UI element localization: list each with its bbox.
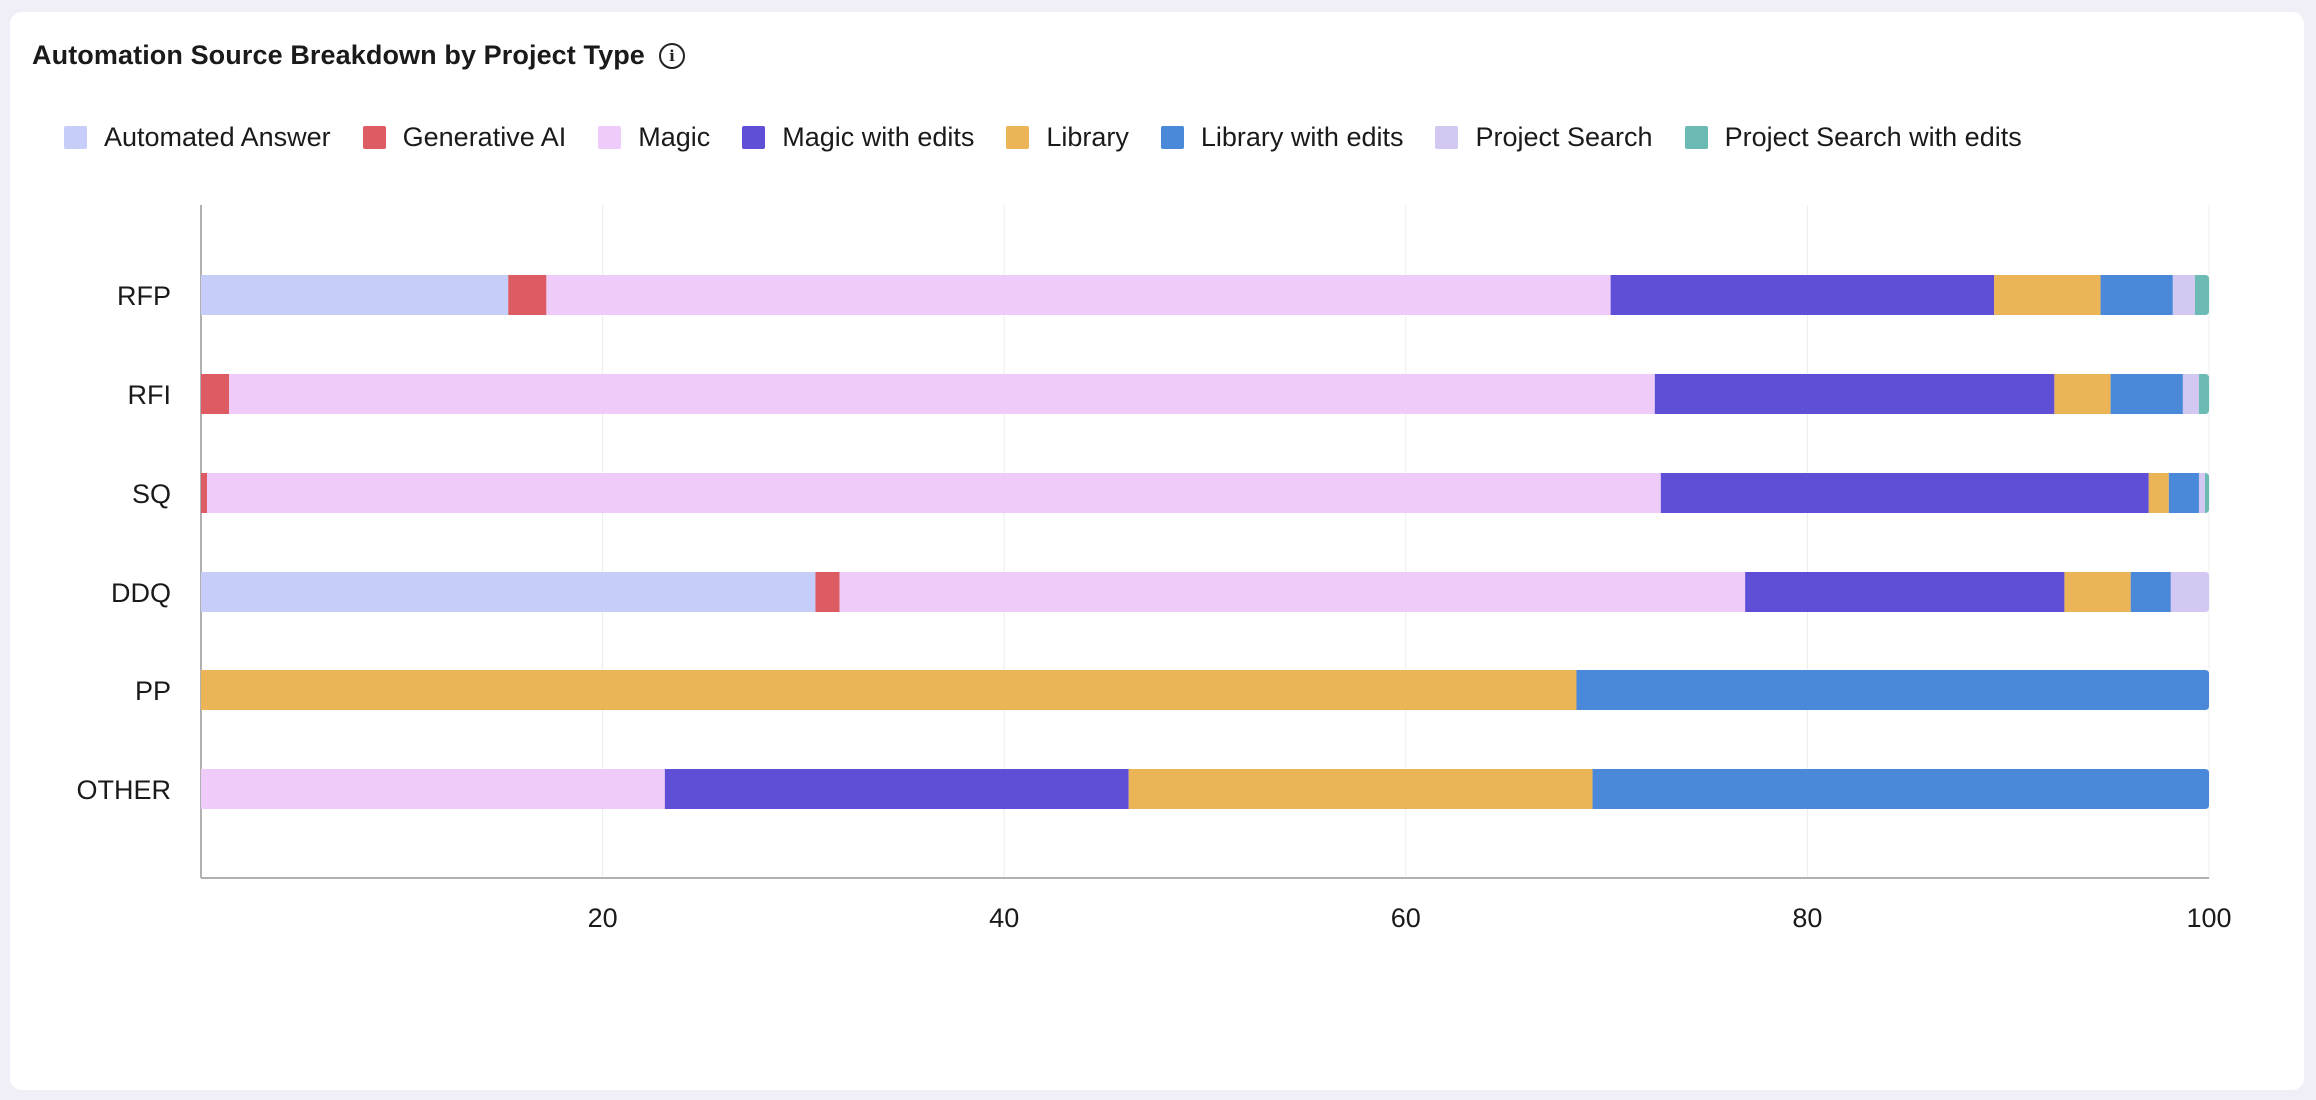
bar-segment [2182,374,2199,414]
bar-segment [207,473,1661,513]
legend-label: Project Search with edits [1724,122,2022,152]
chart-card [10,12,2304,1090]
legend-swatch [742,126,766,149]
bar-segment [2198,473,2205,513]
info-icon[interactable]: i [658,42,685,69]
legend-item[interactable]: Project Search with edits [1684,122,2022,153]
legend-swatch [64,126,87,149]
bar-segment [201,769,665,809]
bar-segment [1128,769,1593,809]
legend-label: Project Search [1475,122,1653,152]
bar-segment [2130,572,2171,612]
bar-segment [201,572,816,612]
bar-segment [201,275,509,315]
legend-label: Magic with edits [782,122,975,152]
x-tick-label: 100 [2186,903,2231,933]
x-tick-label: 60 [1391,903,1421,933]
bar-segment [546,275,1611,315]
bar-segment [1592,769,2209,809]
bar-segment [201,374,230,414]
bar-segment [201,473,208,513]
bar-segment [2198,374,2209,414]
bar-segment [2172,275,2195,315]
bar-segment [1654,374,2055,414]
legend-item[interactable]: Library [1006,122,1129,153]
chart-title: Automation Source Breakdown by Project T… [32,40,645,70]
legend-label: Magic [638,122,711,152]
bar-segment [815,572,840,612]
bar-segment [2110,374,2183,414]
bar-segment [508,275,547,315]
legend-label: Library [1046,122,1129,152]
legend-swatch [598,126,622,149]
bar-segment [2100,275,2173,315]
bar-segment [1994,275,2101,315]
bar-segment [201,670,1577,710]
legend-swatch [1684,126,1708,149]
bar-segment [2204,473,2209,513]
legend-swatch [1006,126,1030,149]
x-tick-label: 80 [1792,903,1822,933]
legend-swatch [1435,126,1459,149]
bar-segment [2148,473,2169,513]
bar-segment [1610,275,1995,315]
bar-segment [1576,670,2209,710]
bar-segment [2170,572,2209,612]
bar-segment [2168,473,2199,513]
legend-item[interactable]: Library with edits [1160,122,1404,153]
legend-label: Library with edits [1200,122,1404,152]
y-tick-label: OTHER [77,775,172,805]
bar-segment [229,374,1655,414]
legend-swatch [1160,126,1184,149]
legend-item[interactable]: Magic [598,122,710,153]
y-tick-label: RFP [117,281,171,311]
legend-item[interactable]: Project Search [1435,122,1653,153]
bar-segment [1660,473,2149,513]
legend-swatch [362,126,386,149]
y-tick-label: SQ [132,479,171,509]
y-tick-label: PP [135,676,171,706]
y-tick-label: RFI [128,380,172,410]
bar-segment [2064,572,2131,612]
legend-label: Automated Answer [104,122,331,152]
y-tick-label: DDQ [111,578,171,608]
chart-legend: Automated Answer Generative AI Magic Magic … [64,122,2054,153]
legend-item[interactable]: Magic with edits [742,122,974,153]
bar-segment [664,769,1129,809]
bar-segment [1745,572,2065,612]
bar-segment [2194,275,2209,315]
x-tick-label: 40 [989,903,1019,933]
bar-segment [2054,374,2111,414]
legend-item[interactable]: Generative AI [362,122,567,153]
bar-segment [839,572,1746,612]
legend-label: Generative AI [402,122,567,152]
chart-header: Automation Source Breakdown by Project T… [32,40,685,71]
legend-item[interactable]: Automated Answer [64,122,331,153]
x-tick-label: 20 [588,903,618,933]
